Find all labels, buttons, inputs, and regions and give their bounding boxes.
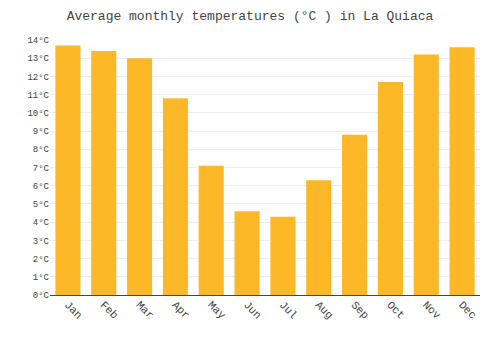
svg-text:Dec: Dec xyxy=(456,299,478,321)
svg-text:Oct: Oct xyxy=(384,299,406,321)
svg-text:11°C: 11°C xyxy=(27,91,49,101)
svg-text:13°C: 13°C xyxy=(27,54,49,64)
svg-text:May: May xyxy=(205,299,228,322)
svg-text:12°C: 12°C xyxy=(27,73,49,83)
svg-text:4°C: 4°C xyxy=(33,218,50,228)
svg-text:0°C: 0°C xyxy=(33,291,50,301)
svg-text:14°C: 14°C xyxy=(27,36,49,46)
svg-text:Sep: Sep xyxy=(349,299,371,321)
svg-text:6°C: 6°C xyxy=(33,182,50,192)
svg-text:10°C: 10°C xyxy=(27,109,49,119)
svg-text:Feb: Feb xyxy=(98,299,120,321)
svg-text:3°C: 3°C xyxy=(33,237,50,247)
svg-text:2°C: 2°C xyxy=(33,255,50,265)
svg-text:Jun: Jun xyxy=(241,299,263,321)
svg-text:Apr: Apr xyxy=(169,299,191,321)
svg-text:Aug: Aug xyxy=(313,299,335,321)
svg-text:Mar: Mar xyxy=(134,299,156,321)
svg-text:5°C: 5°C xyxy=(33,200,50,210)
svg-text:Average monthly temperatures (: Average monthly temperatures (°C ) in La… xyxy=(67,9,434,24)
svg-text:7°C: 7°C xyxy=(33,164,50,174)
svg-text:Jan: Jan xyxy=(62,299,84,321)
svg-text:Jul: Jul xyxy=(277,299,299,321)
svg-text:1°C: 1°C xyxy=(33,273,50,283)
svg-text:8°C: 8°C xyxy=(33,145,50,155)
svg-text:9°C: 9°C xyxy=(33,127,50,137)
svg-text:Nov: Nov xyxy=(420,299,443,322)
